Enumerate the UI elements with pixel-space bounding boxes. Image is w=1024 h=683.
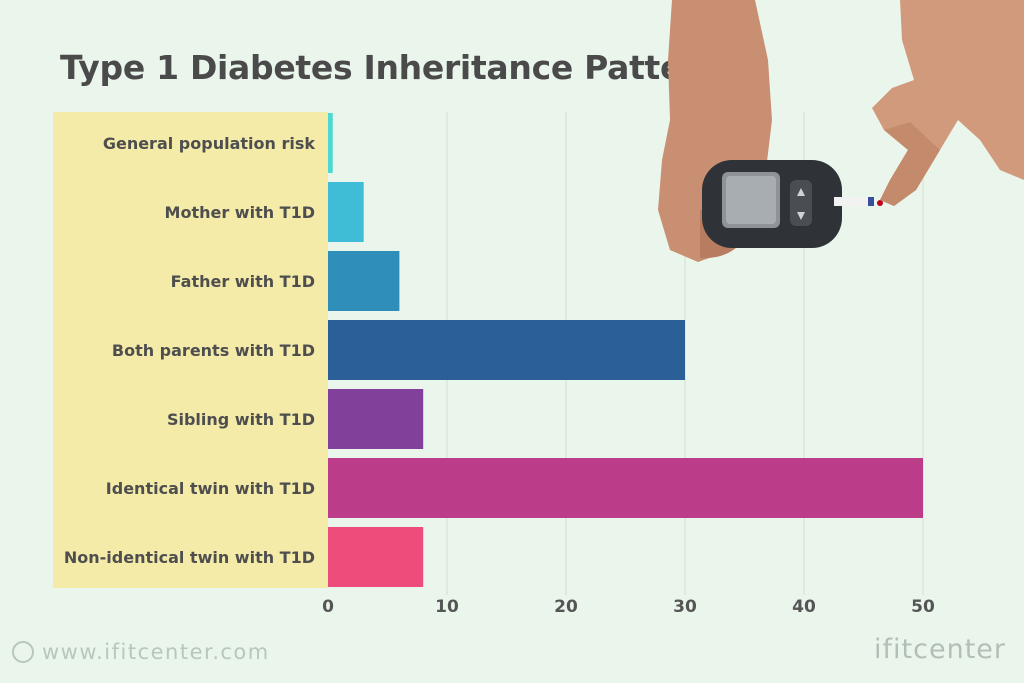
footer-website[interactable]: www.ifitcenter.com [12,640,270,664]
x-tick-label: 30 [673,597,697,617]
x-tick-label: 20 [554,597,578,617]
footer-url-text: www.ifitcenter.com [42,640,270,664]
chart-title: Type 1 Diabetes Inheritance Patterns [60,48,741,87]
x-tick-label: 0 [322,597,334,617]
bar[interactable] [328,527,424,587]
category-label: General population risk [103,134,316,153]
bars [328,113,923,587]
bar[interactable] [328,182,364,242]
bar[interactable] [328,113,333,173]
glucose-meter-hands-photo [640,0,1024,290]
x-tick-label: 50 [911,597,935,617]
globe-icon [12,641,34,663]
x-tick-labels: 0 10 20 30 40 50 [322,597,935,617]
category-label: Both parents with T1D [112,341,315,360]
bar[interactable] [328,320,685,380]
category-label-panel [53,112,328,588]
category-label: Father with T1D [171,272,315,291]
bar[interactable] [328,251,400,311]
category-label: Identical twin with T1D [106,479,315,498]
x-tick-label: 40 [792,597,816,617]
brand-logo: ifitcenter [874,634,1006,665]
bar[interactable] [328,389,424,449]
category-label: Sibling with T1D [167,410,315,429]
x-tick-label: 10 [435,597,459,617]
category-labels: General population risk Mother with T1D Fa… [64,134,315,567]
category-label: Mother with T1D [165,203,315,222]
bar[interactable] [328,458,923,518]
category-label: Non-identical twin with T1D [64,548,315,567]
